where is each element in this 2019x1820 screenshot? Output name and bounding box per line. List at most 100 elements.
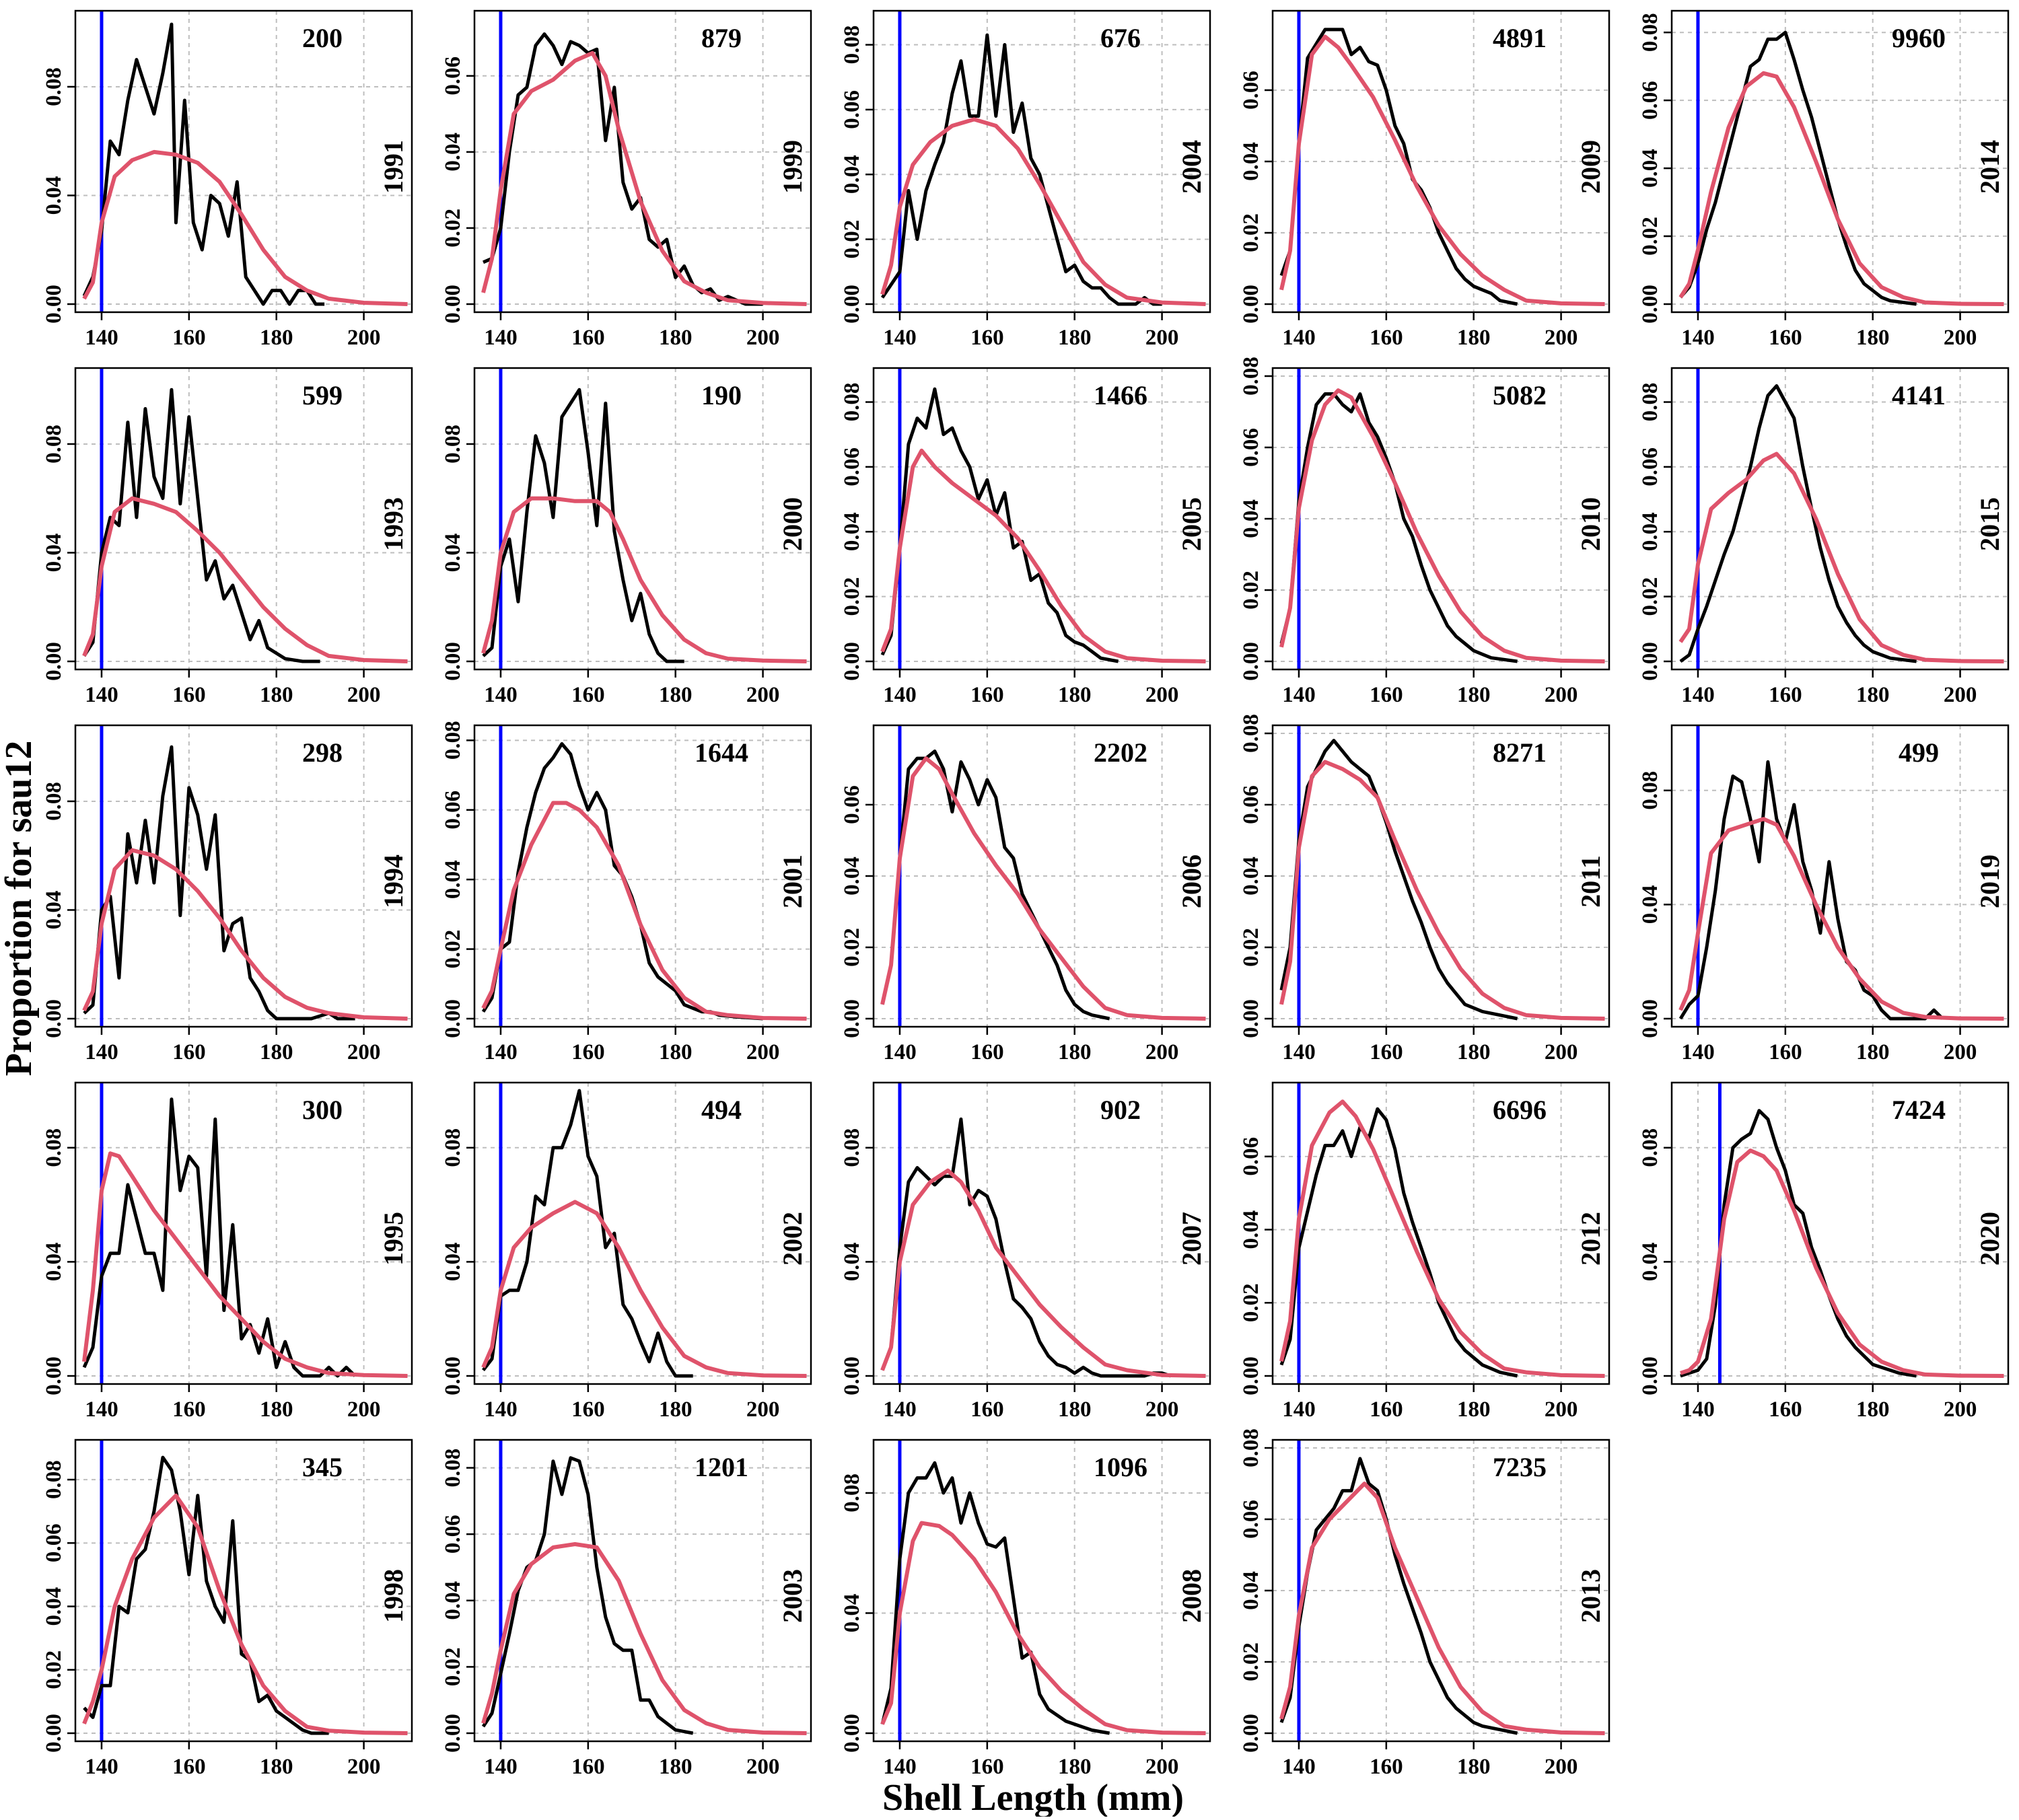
y-tick-label: 0.04 [1638, 1243, 1662, 1282]
y-tick-label: 0.08 [1638, 13, 1662, 52]
y-tick-label: 0.06 [42, 1523, 66, 1562]
x-tick-label: 180 [1457, 326, 1491, 350]
sample-count: 902 [1100, 1095, 1141, 1125]
y-tick-label: 0.04 [441, 1243, 465, 1282]
x-tick-label: 200 [347, 1040, 381, 1064]
panel-year: 1999 [777, 140, 808, 194]
y-tick-label: 0.02 [1638, 217, 1662, 256]
x-tick-label: 140 [1681, 683, 1715, 707]
predicted-line [82, 496, 408, 663]
panel-2000: 140 160 180 200 0.00 0.04 0.08 190 2000 [441, 367, 812, 707]
x-tick-label: 160 [571, 683, 605, 707]
observed-line [1279, 28, 1518, 306]
y-tick-label: 0.00 [1239, 1714, 1263, 1753]
y-tick-label: 0.04 [441, 1581, 465, 1620]
x-tick-label: 180 [659, 1755, 693, 1779]
panel-year: 1991 [378, 140, 409, 194]
y-tick-label: 0.04 [42, 534, 66, 573]
panel-2020: 140 160 180 200 0.00 0.04 0.08 7424 2020 [1638, 1081, 2010, 1422]
predicted-line [82, 848, 408, 1021]
x-tick-label: 160 [571, 326, 605, 350]
x-tick-label: 140 [85, 1040, 118, 1064]
x-tick-label: 160 [1769, 1397, 1802, 1422]
y-tick-label: 0.00 [42, 642, 66, 681]
predicted-line [82, 1151, 408, 1378]
observed-line [1678, 760, 1944, 1021]
x-tick-label: 200 [1545, 1397, 1578, 1422]
observed-line [481, 742, 763, 1021]
y-tick-label: 0.04 [1638, 885, 1662, 924]
x-tick-label: 160 [571, 1040, 605, 1064]
y-tick-label: 0.04 [1239, 142, 1263, 181]
x-tick-label: 200 [1944, 1040, 1977, 1064]
y-tick-label: 0.00 [42, 1714, 66, 1753]
panel-frame [74, 367, 413, 671]
sample-count: 676 [1100, 23, 1141, 53]
x-tick-label: 160 [1370, 1040, 1403, 1064]
y-tick-label: 0.06 [1239, 1500, 1263, 1539]
panel-2001: 140 160 180 200 0.00 0.02 0.04 0.06 0.08 1644 2001 [441, 721, 812, 1064]
panel-frame [74, 1439, 413, 1743]
panel-frame [473, 1081, 812, 1385]
y-tick-label: 0.04 [840, 155, 864, 194]
y-tick-label: 0.04 [441, 534, 465, 573]
panel-frame [473, 367, 812, 671]
x-tick-label: 160 [571, 1755, 605, 1779]
y-tick-label: 0.04 [1239, 1210, 1263, 1249]
x-tick-label: 180 [1058, 683, 1092, 707]
x-tick-label: 140 [1681, 1397, 1715, 1422]
sample-count: 9960 [1892, 23, 1946, 53]
x-tick-label: 160 [970, 1040, 1004, 1064]
x-tick-label: 140 [883, 683, 917, 707]
predicted-line [1678, 817, 2004, 1021]
y-tick-label: 0.02 [840, 220, 864, 259]
x-tick-label: 200 [1545, 1040, 1578, 1064]
y-tick-label: 0.04 [441, 860, 465, 899]
panel-2002: 140 160 180 200 0.00 0.04 0.08 494 2002 [441, 1081, 812, 1422]
x-tick-label: 140 [484, 683, 518, 707]
sample-count: 4891 [1493, 23, 1547, 53]
predicted-line [1678, 451, 2004, 663]
y-tick-label: 0.00 [840, 1356, 864, 1395]
x-tick-label: 200 [1545, 1755, 1578, 1779]
sample-count: 298 [302, 737, 343, 768]
predicted-line [880, 1521, 1206, 1735]
x-tick-label: 140 [85, 326, 118, 350]
panel-year: 2015 [1975, 497, 2005, 551]
panel-frame [1670, 1081, 2010, 1385]
y-tick-label: 0.00 [1638, 285, 1662, 324]
predicted-line [1279, 760, 1605, 1021]
y-tick-label: 0.06 [1239, 1137, 1263, 1176]
y-tick-label: 0.08 [441, 1128, 465, 1167]
panel-1994: 140 160 180 200 0.00 0.04 0.08 298 1994 [42, 724, 413, 1064]
x-tick-label: 160 [1370, 1397, 1403, 1422]
sample-count: 1644 [695, 737, 748, 768]
predicted-line [481, 801, 807, 1021]
x-tick-label: 200 [746, 1397, 780, 1422]
y-tick-label: 0.00 [1638, 1356, 1662, 1395]
x-tick-label: 160 [1769, 1040, 1802, 1064]
y-tick-label: 0.04 [1239, 499, 1263, 538]
predicted-line [880, 756, 1206, 1021]
y-tick-label: 0.06 [441, 57, 465, 96]
x-tick-label: 200 [1545, 683, 1578, 707]
y-tick-label: 0.08 [1239, 1428, 1263, 1467]
panel-2004: 140 160 180 200 0.00 0.02 0.04 0.06 0.08 676 2004 [840, 9, 1211, 350]
panel-frame [872, 1439, 1211, 1743]
y-tick-label: 0.08 [1239, 357, 1263, 396]
panel-year: 2005 [1176, 497, 1207, 551]
y-tick-label: 0.08 [1638, 1128, 1662, 1167]
observed-line [82, 1097, 357, 1378]
x-tick-label: 180 [1457, 683, 1491, 707]
y-tick-label: 0.04 [42, 1243, 66, 1282]
x-tick-label: 160 [1370, 326, 1403, 350]
y-tick-label: 0.00 [42, 1356, 66, 1395]
observed-line [1279, 392, 1518, 663]
y-tick-label: 0.08 [42, 1460, 66, 1499]
panel-1995: 140 160 180 200 0.00 0.04 0.08 300 1995 [42, 1081, 413, 1422]
y-tick-label: 0.00 [1239, 1356, 1263, 1395]
panel-1991: 140 160 180 200 0.00 0.04 0.08 200 1991 [42, 9, 413, 350]
sample-count: 599 [302, 380, 343, 410]
x-tick-label: 160 [172, 326, 206, 350]
